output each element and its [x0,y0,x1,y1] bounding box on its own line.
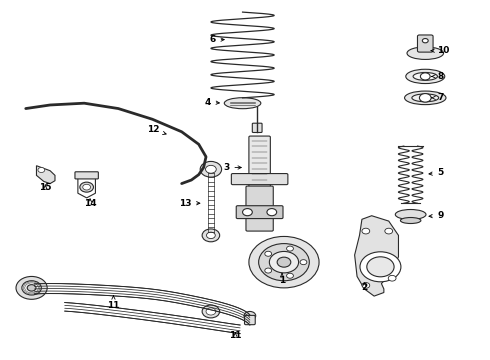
FancyBboxPatch shape [417,35,433,52]
Text: 5: 5 [429,168,444,177]
Circle shape [270,251,298,273]
Circle shape [287,273,294,278]
Circle shape [300,260,307,265]
Circle shape [206,232,215,239]
FancyBboxPatch shape [231,174,288,185]
FancyBboxPatch shape [246,186,273,231]
Circle shape [202,305,220,318]
Ellipse shape [413,72,438,80]
Circle shape [243,208,252,216]
Circle shape [206,308,216,315]
Circle shape [367,257,394,277]
Text: 7: 7 [432,93,444,102]
Circle shape [244,311,256,320]
Circle shape [27,285,36,291]
Circle shape [249,237,319,288]
Circle shape [385,228,392,234]
Ellipse shape [395,210,426,220]
Polygon shape [36,166,55,184]
Ellipse shape [83,184,91,190]
Ellipse shape [224,98,261,109]
Circle shape [22,281,41,295]
Text: 8: 8 [432,72,444,81]
FancyBboxPatch shape [75,172,98,179]
Text: 3: 3 [223,163,241,172]
Circle shape [200,161,221,177]
Circle shape [422,39,428,43]
Circle shape [265,251,271,256]
Text: 11: 11 [229,331,242,340]
Text: 14: 14 [84,199,97,208]
Text: 2: 2 [361,283,368,292]
Circle shape [362,228,370,234]
FancyBboxPatch shape [252,123,262,132]
Ellipse shape [80,182,94,192]
Ellipse shape [412,94,439,102]
Circle shape [202,229,220,242]
Ellipse shape [407,47,443,59]
FancyBboxPatch shape [236,206,283,219]
Circle shape [419,94,431,102]
Circle shape [388,275,396,281]
Text: 1: 1 [279,273,285,285]
Text: 10: 10 [431,46,450,55]
Circle shape [287,246,294,251]
FancyBboxPatch shape [249,136,270,188]
Text: 4: 4 [204,98,220,107]
Circle shape [205,165,216,173]
Circle shape [267,208,277,216]
Ellipse shape [406,69,445,84]
Circle shape [38,167,45,172]
Ellipse shape [405,91,446,105]
Circle shape [360,252,401,282]
Polygon shape [355,216,398,296]
Circle shape [420,73,430,80]
Text: 9: 9 [429,211,444,220]
Circle shape [265,268,271,273]
Circle shape [362,283,370,288]
Circle shape [259,244,309,281]
Circle shape [16,276,47,299]
Text: 12: 12 [147,126,166,135]
Text: 15: 15 [39,183,51,192]
Ellipse shape [400,217,421,224]
FancyBboxPatch shape [245,315,255,325]
Text: 11: 11 [107,296,120,310]
Text: 13: 13 [179,199,200,208]
Text: 6: 6 [210,35,224,44]
Circle shape [277,257,291,267]
